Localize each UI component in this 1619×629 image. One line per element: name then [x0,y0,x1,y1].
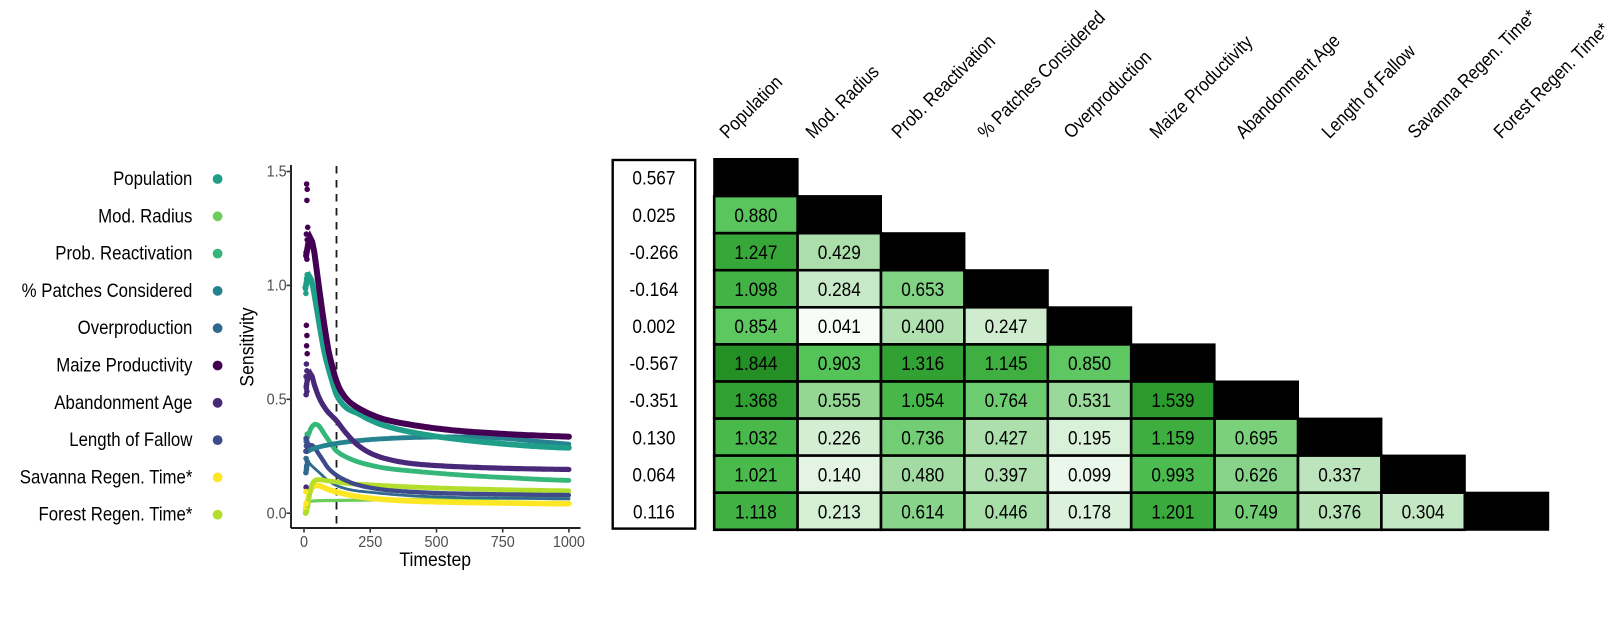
svg-text:Sensitivity: Sensitivity [236,307,258,387]
svg-text:1.118: 1.118 [735,500,777,522]
svg-text:0.284: 0.284 [818,278,861,300]
svg-text:0.531: 0.531 [1068,389,1111,411]
svg-text:0: 0 [300,535,308,552]
svg-text:0.400: 0.400 [901,315,944,337]
svg-text:0.099: 0.099 [1068,463,1111,485]
svg-text:0.695: 0.695 [1235,426,1278,448]
svg-text:1.247: 1.247 [734,241,777,263]
svg-text:750: 750 [491,535,515,552]
svg-text:0.116: 0.116 [633,500,675,522]
svg-text:0.903: 0.903 [818,352,861,374]
svg-text:Length of Fallow: Length of Fallow [69,429,192,450]
svg-text:0.002: 0.002 [632,315,675,337]
svg-text:1.844: 1.844 [734,352,777,374]
svg-text:0.226: 0.226 [818,426,861,448]
svg-text:0.213: 0.213 [818,500,861,522]
svg-text:1.368: 1.368 [734,389,777,411]
svg-text:1.201: 1.201 [1151,500,1194,522]
svg-text:-0.164: -0.164 [630,278,679,300]
svg-text:0.376: 0.376 [1318,500,1361,522]
svg-text:1000: 1000 [553,535,585,552]
svg-text:0.427: 0.427 [985,426,1028,448]
svg-text:Forest Regen. Time*: Forest Regen. Time* [38,504,192,525]
svg-text:1.0: 1.0 [267,278,287,295]
svg-text:0.653: 0.653 [901,278,944,300]
svg-text:0.064: 0.064 [632,463,675,485]
svg-text:1.316: 1.316 [901,352,944,374]
svg-text:1.159: 1.159 [1151,426,1194,448]
svg-text:1.5: 1.5 [267,164,287,181]
svg-text:0.304: 0.304 [1402,500,1445,522]
svg-text:1.054: 1.054 [901,389,944,411]
svg-text:1.032: 1.032 [734,426,777,448]
svg-text:0.429: 0.429 [818,241,861,263]
svg-text:Overproduction: Overproduction [78,317,193,338]
svg-text:0.736: 0.736 [901,426,944,448]
svg-text:Maize Productivity: Maize Productivity [56,355,192,376]
svg-text:0.764: 0.764 [985,389,1028,411]
svg-text:0.993: 0.993 [1151,463,1194,485]
svg-text:0.5: 0.5 [267,392,287,409]
svg-text:0.626: 0.626 [1235,463,1278,485]
svg-text:Population: Population [113,168,192,189]
svg-text:0.130: 0.130 [632,426,675,448]
svg-text:0.195: 0.195 [1068,426,1111,448]
svg-text:-0.266: -0.266 [630,241,679,263]
svg-text:0.397: 0.397 [985,463,1028,485]
svg-text:-0.351: -0.351 [630,389,679,411]
svg-text:0.0: 0.0 [267,506,287,523]
svg-text:Savanna Regen. Time*: Savanna Regen. Time* [20,466,193,487]
svg-text:Prob. Reactivation: Prob. Reactivation [55,243,192,264]
svg-text:0.567: 0.567 [632,167,675,189]
svg-text:0.555: 0.555 [818,389,861,411]
svg-text:-0.567: -0.567 [630,352,679,374]
svg-text:Mod. Radius: Mod. Radius [98,205,192,226]
svg-text:0.446: 0.446 [985,500,1028,522]
svg-text:1.021: 1.021 [734,463,777,485]
svg-text:Abandonment Age: Abandonment Age [54,392,192,413]
svg-text:0.178: 0.178 [1068,500,1111,522]
svg-text:0.880: 0.880 [734,204,777,226]
svg-text:0.749: 0.749 [1235,500,1278,522]
svg-text:0.854: 0.854 [734,315,777,337]
svg-text:0.614: 0.614 [901,500,944,522]
svg-text:1.539: 1.539 [1151,389,1194,411]
svg-text:% Patches Considered: % Patches Considered [22,280,193,301]
svg-text:250: 250 [358,535,382,552]
svg-text:Timestep: Timestep [399,548,471,570]
svg-text:0.140: 0.140 [818,463,861,485]
svg-text:0.480: 0.480 [901,463,944,485]
svg-text:0.041: 0.041 [818,315,861,337]
svg-text:500: 500 [424,535,448,552]
svg-text:0.850: 0.850 [1068,352,1111,374]
svg-text:1.098: 1.098 [734,278,777,300]
svg-text:0.337: 0.337 [1318,463,1361,485]
svg-text:0.247: 0.247 [985,315,1028,337]
svg-text:0.025: 0.025 [632,204,675,226]
svg-text:1.145: 1.145 [985,352,1028,374]
